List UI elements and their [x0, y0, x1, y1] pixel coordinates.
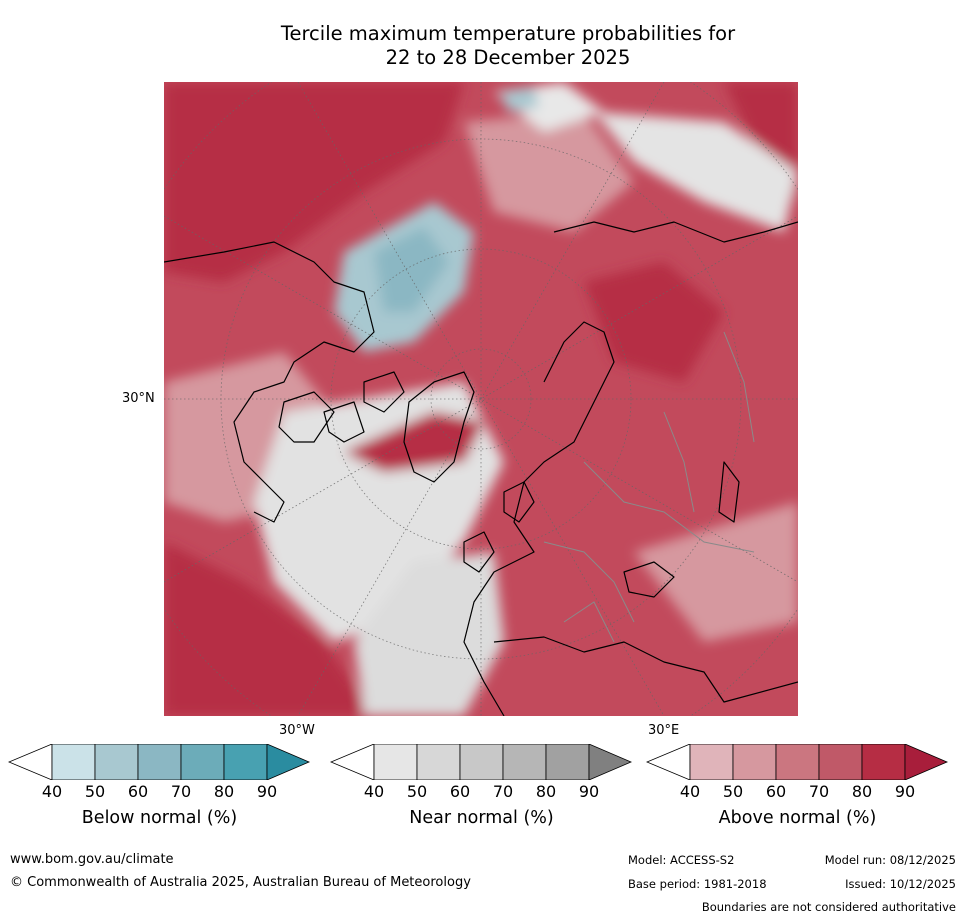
cbar-cell [223, 744, 268, 780]
tick-label: 50 [84, 782, 106, 801]
cbar-cell [180, 744, 225, 780]
above-normal-core-region [584, 262, 724, 382]
cbar-cell [266, 744, 310, 780]
cbar-cell [459, 744, 504, 780]
chart-title: Tercile maximum temperature probabilitie… [160, 22, 856, 70]
tick-label: 70 [170, 782, 192, 801]
lon-label-30e: 30°E [648, 723, 680, 738]
tick-label: 80 [213, 782, 235, 801]
near-normal-region [354, 552, 504, 716]
cbar-cell [588, 744, 632, 780]
cbar-cell [732, 744, 777, 780]
cbar-cell [861, 744, 906, 780]
map-svg [164, 82, 798, 716]
tick-label: 60 [127, 782, 149, 801]
coastlines [164, 221, 798, 716]
graticule [164, 82, 798, 716]
legend-title-above-normal: Above normal (%) [718, 808, 877, 828]
above-normal-light-region [634, 502, 798, 642]
cbar-cell [775, 744, 820, 780]
cbar-cell [904, 744, 948, 780]
probability-map [164, 82, 798, 716]
cbar-cell [330, 744, 375, 780]
cbar-cell [137, 744, 182, 780]
below-normal-region [374, 227, 449, 312]
cbar-cell [545, 744, 590, 780]
tick-label: 40 [41, 782, 63, 801]
above-normal-strong-region [164, 82, 464, 282]
cbar-cell [818, 744, 863, 780]
tick-label: 90 [578, 782, 600, 801]
tick-label: 40 [679, 782, 701, 801]
title-line-2: 22 to 28 December 2025 [385, 46, 631, 69]
greenland-outline [403, 371, 475, 483]
near-normal-region [594, 112, 798, 232]
issued-text: Issued: 10/12/2025 [845, 877, 956, 891]
model-run-text: Model run: 08/12/2025 [824, 853, 956, 867]
colorbar-below-normal [8, 744, 310, 780]
lon-label-30w: 30°W [279, 723, 315, 738]
europe-coast [463, 321, 615, 716]
colorbar-above-normal [646, 744, 948, 780]
cbar-cell [416, 744, 461, 780]
tick-label: 90 [256, 782, 278, 801]
tick-label: 40 [363, 782, 385, 801]
tick-label: 60 [449, 782, 471, 801]
country-boundaries [543, 331, 755, 643]
tick-label: 50 [406, 782, 428, 801]
tick-label: 60 [765, 782, 787, 801]
north-america-coast [164, 241, 375, 523]
legend-title-below-normal: Below normal (%) [81, 808, 238, 828]
disclaimer-text: Boundaries are not considered authoritat… [701, 900, 956, 914]
cbar-cell [94, 744, 139, 780]
eurasia-coast [553, 221, 798, 243]
legend-title-near-normal: Near normal (%) [409, 808, 554, 828]
tick-label: 80 [851, 782, 873, 801]
mediterranean-coast [493, 636, 798, 703]
cbar-cell [502, 744, 547, 780]
above-normal-core-region [344, 412, 484, 472]
lat-label-30n: 30°N [122, 391, 155, 406]
tick-label: 70 [492, 782, 514, 801]
below-normal-region [499, 87, 539, 112]
model-text: Model: ACCESS-S2 [628, 853, 735, 867]
cbar-cell [8, 744, 53, 780]
cbar-cell [646, 744, 691, 780]
base-period-text: Base period: 1981-2018 [628, 877, 767, 891]
title-line-1: Tercile maximum temperature probabilitie… [280, 22, 736, 45]
cbar-cell [689, 744, 734, 780]
tick-label: 70 [808, 782, 830, 801]
copyright-text: © Commonwealth of Australia 2025, Austra… [10, 875, 471, 890]
tick-label: 80 [535, 782, 557, 801]
website-link[interactable]: www.bom.gov.au/climate [10, 852, 174, 867]
above-normal-strong-region [164, 542, 374, 716]
cbar-cell [51, 744, 96, 780]
tick-label: 50 [722, 782, 744, 801]
above-normal-light-region [464, 112, 634, 232]
tick-label: 90 [894, 782, 916, 801]
colorbar-near-normal [330, 744, 632, 780]
cbar-cell [373, 744, 418, 780]
